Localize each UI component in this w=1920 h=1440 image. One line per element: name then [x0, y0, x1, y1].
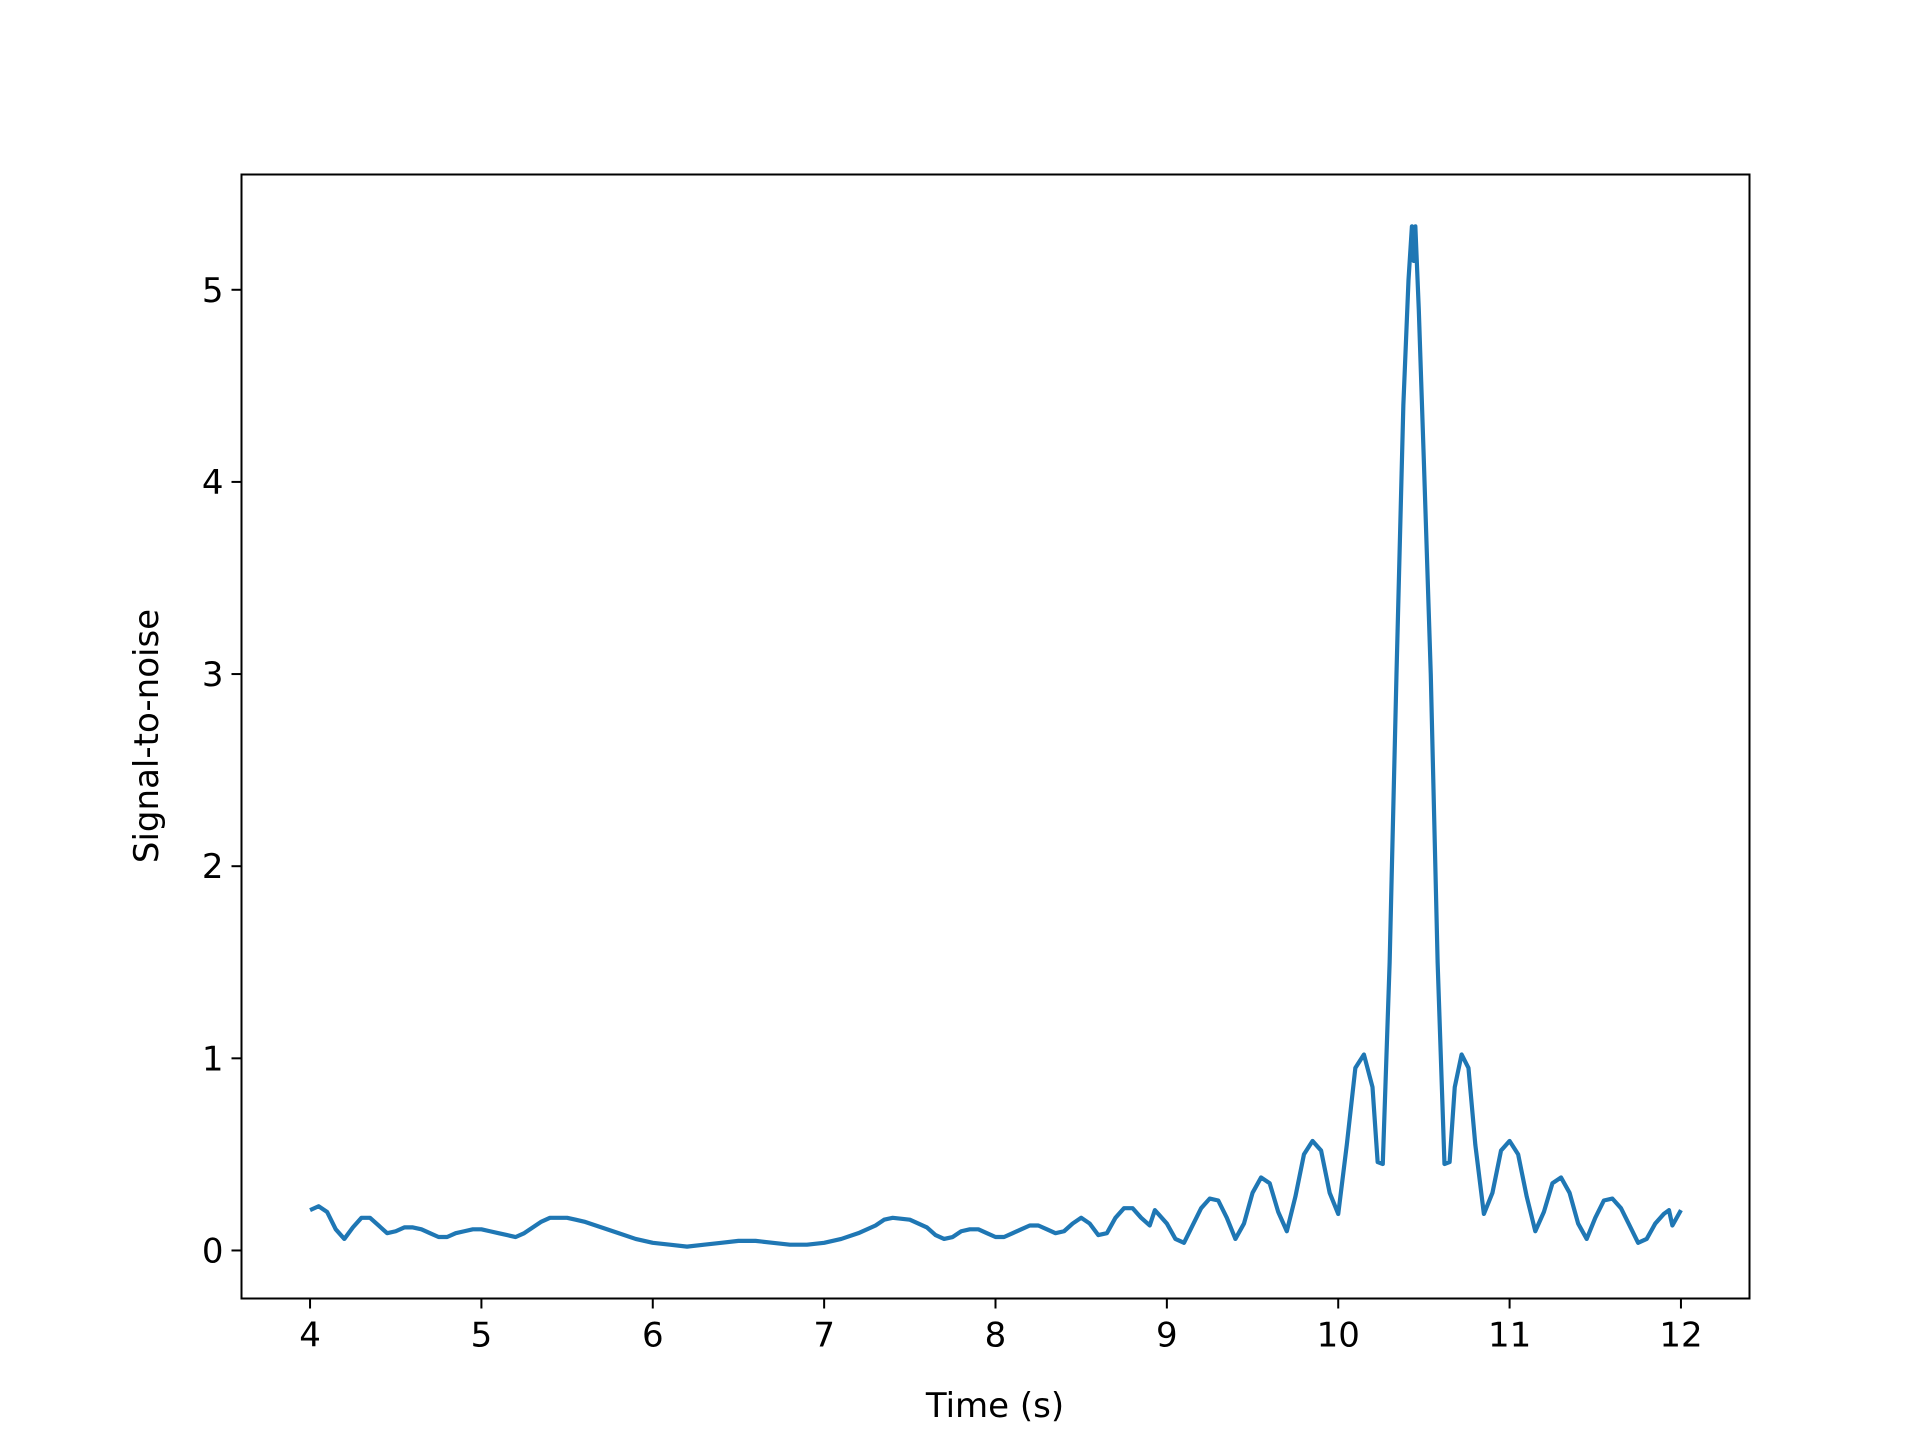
y-tick-label: 1: [202, 1039, 224, 1079]
x-tick-label: 5: [471, 1316, 493, 1356]
y-axis-ticks: 0 1 2 3 4 5: [202, 271, 242, 1271]
plot-area: [309, 224, 1683, 1249]
y-tick-label: 3: [202, 655, 224, 695]
x-axis-ticks: 4 5 6 7 8 9 10 11 12: [299, 1298, 1703, 1356]
x-tick-label: 9: [1156, 1316, 1178, 1356]
y-tick-label: 5: [202, 271, 224, 311]
y-tick-label: 0: [202, 1231, 224, 1271]
y-tick-label: 2: [202, 847, 224, 887]
x-tick-label: 10: [1317, 1316, 1360, 1356]
x-tick-label: 7: [813, 1316, 835, 1356]
y-axis-label: Signal-to-noise: [127, 609, 167, 863]
x-tick-label: 6: [642, 1316, 664, 1356]
x-tick-label: 12: [1659, 1316, 1702, 1356]
x-tick-label: 4: [299, 1316, 321, 1356]
x-tick-label: 8: [985, 1316, 1007, 1356]
y-tick-label: 4: [202, 463, 224, 503]
x-axis-label: Time (s): [925, 1386, 1064, 1426]
x-tick-label: 11: [1488, 1316, 1531, 1356]
signal-to-noise-line: [309, 224, 1683, 1249]
